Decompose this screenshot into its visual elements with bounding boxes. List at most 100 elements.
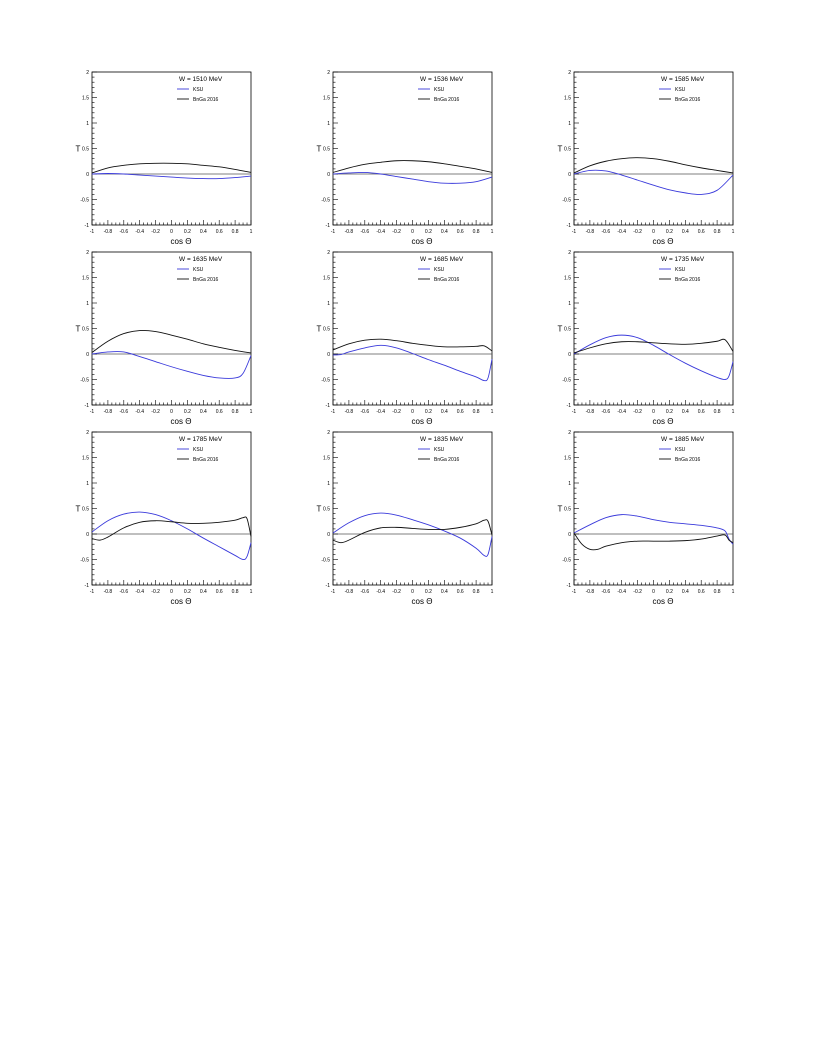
series-line-bnga: [573, 338, 734, 354]
legend-label-2: BnGa 2016: [193, 457, 219, 463]
x-tick-label: 0.6: [216, 229, 223, 235]
x-tick-label: -1: [331, 589, 336, 595]
y-tick-label: 2: [327, 250, 330, 256]
y-tick-label: 1: [327, 121, 330, 127]
y-tick-label: -0.5: [80, 378, 89, 384]
x-tick-label: -1: [90, 409, 95, 415]
y-tick-label: 0.5: [323, 507, 330, 513]
x-tick-label: 0.8: [714, 409, 721, 415]
plot-frame: [332, 251, 493, 406]
panel-7: -1 -0.8 -0.6 -0.4 -0.2 0 0.2 0.4 0.6 0.8 1 -1 -0.5 0 0…: [76, 430, 253, 606]
y-tick-label: -1: [567, 583, 572, 589]
y-axis-label: T: [76, 145, 81, 154]
y-tick-label: -1: [567, 403, 572, 409]
x-tick-label: 1: [491, 229, 494, 235]
legend-label-2: BnGa 2016: [193, 97, 219, 103]
y-tick-label: 1: [327, 301, 330, 307]
y-tick-label: 0.5: [82, 327, 89, 333]
x-tick-label: 0.6: [457, 229, 464, 235]
y-tick-label: -1: [326, 223, 331, 229]
y-tick-label: 0: [327, 532, 330, 538]
legend-label-2: BnGa 2016: [434, 457, 460, 463]
x-tick-label: -0.2: [633, 229, 642, 235]
y-tick-label: 0.5: [564, 507, 571, 513]
series-line-ksu: [91, 173, 252, 180]
series-line-bnga: [332, 519, 493, 544]
y-tick-label: 1: [86, 121, 89, 127]
y-tick-label: 0: [86, 532, 89, 538]
y-tick-label: -1: [85, 223, 90, 229]
x-axis-label: cos Θ: [653, 597, 674, 606]
panel-title: W = 1735 MeV: [661, 256, 705, 263]
x-tick-label: -0.8: [345, 409, 354, 415]
y-tick-label: 0.5: [323, 147, 330, 153]
y-tick-label: -0.5: [321, 558, 330, 564]
y-axis-label: T: [76, 505, 81, 514]
y-tick-label: -1: [85, 583, 90, 589]
legend-label-1: KSU: [675, 87, 686, 93]
x-tick-label: -0.8: [104, 229, 113, 235]
x-tick-label: 0: [652, 589, 655, 595]
panel-title: W = 1585 MeV: [661, 76, 705, 83]
x-tick-label: -0.8: [345, 589, 354, 595]
x-tick-label: -1: [572, 409, 577, 415]
y-tick-label: 1: [327, 481, 330, 487]
y-tick-label: 0: [86, 172, 89, 178]
x-tick-label: -0.8: [586, 409, 595, 415]
panel-1: -1 -0.8 -0.6 -0.4 -0.2 0 0.2 0.4 0.6 0.8 1 -1 -0.5 0 0…: [76, 70, 253, 246]
y-tick-label: 0: [568, 172, 571, 178]
x-tick-label: 0.6: [457, 409, 464, 415]
y-axis-label: T: [558, 505, 563, 514]
x-tick-label: -0.2: [392, 589, 401, 595]
x-tick-label: 1: [732, 589, 735, 595]
x-tick-label: -1: [572, 589, 577, 595]
x-tick-label: -0.2: [151, 229, 160, 235]
series-line-bnga: [91, 329, 252, 354]
legend-label-2: BnGa 2016: [675, 457, 701, 463]
x-axis-label: cos Θ: [412, 417, 433, 426]
series-line-ksu: [573, 514, 734, 545]
x-tick-label: 0: [170, 229, 173, 235]
y-axis-label: T: [317, 325, 322, 334]
x-tick-label: 1: [491, 409, 494, 415]
legend-label-1: KSU: [434, 447, 445, 453]
x-tick-label: 0.6: [216, 409, 223, 415]
x-tick-label: 0.4: [200, 409, 207, 415]
panel-title: W = 1536 MeV: [420, 76, 464, 83]
y-tick-label: 0.5: [564, 147, 571, 153]
x-tick-label: -0.8: [586, 229, 595, 235]
y-tick-label: -1: [85, 403, 90, 409]
legend-label-1: KSU: [193, 447, 204, 453]
x-tick-label: -0.6: [119, 229, 128, 235]
panel-title: W = 1785 MeV: [179, 436, 223, 443]
x-tick-label: 0.4: [200, 229, 207, 235]
x-axis-label: cos Θ: [653, 417, 674, 426]
x-tick-label: -0.6: [601, 589, 610, 595]
y-tick-label: -0.5: [321, 198, 330, 204]
y-tick-label: -1: [326, 403, 331, 409]
x-tick-label: -0.6: [119, 409, 128, 415]
x-tick-label: 0.2: [184, 409, 191, 415]
y-axis-label: T: [317, 505, 322, 514]
x-tick-label: 0.2: [666, 229, 673, 235]
y-tick-label: 0.5: [82, 147, 89, 153]
series-line-ksu: [332, 512, 493, 557]
y-tick-label: 0.5: [564, 327, 571, 333]
x-tick-label: -1: [572, 229, 577, 235]
legend-label-2: BnGa 2016: [434, 97, 460, 103]
y-tick-label: 2: [86, 250, 89, 256]
x-tick-label: 0.2: [425, 409, 432, 415]
x-axis-label: cos Θ: [171, 597, 192, 606]
x-tick-label: 1: [732, 229, 735, 235]
x-tick-label: 0.4: [200, 589, 207, 595]
y-tick-label: 0.5: [82, 507, 89, 513]
y-tick-label: -0.5: [562, 198, 571, 204]
x-tick-label: -0.2: [392, 409, 401, 415]
y-tick-label: 0: [327, 352, 330, 358]
y-tick-label: 1.5: [323, 96, 330, 102]
x-tick-label: 0.6: [698, 409, 705, 415]
x-tick-label: 0: [170, 409, 173, 415]
legend-label-1: KSU: [434, 87, 445, 93]
y-tick-label: 0.5: [323, 327, 330, 333]
x-tick-label: 1: [250, 589, 253, 595]
